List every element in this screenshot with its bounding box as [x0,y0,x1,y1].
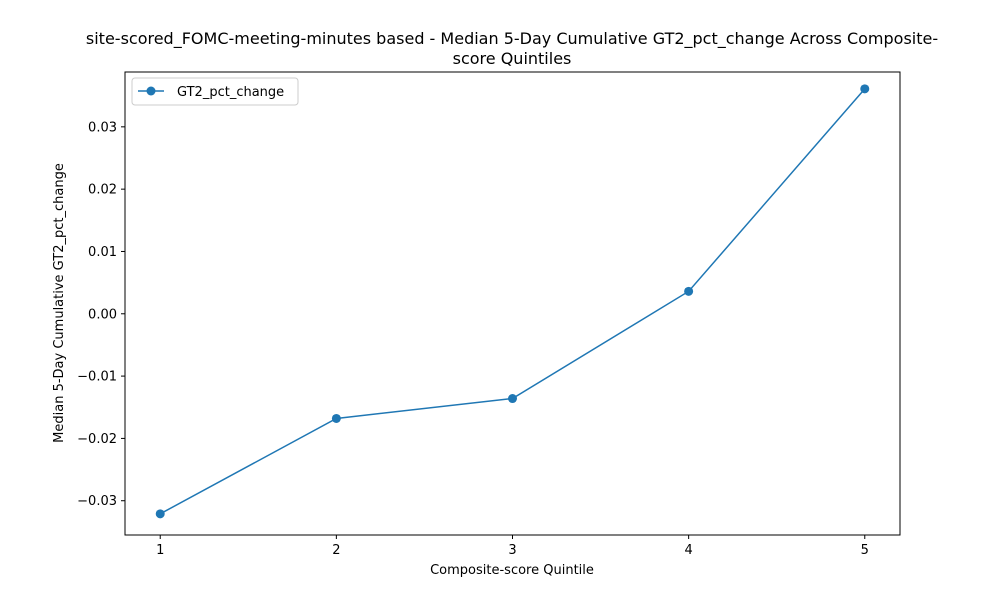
y-tick-label: 0.00 [88,307,117,322]
data-point-marker [331,413,341,423]
legend-box [131,77,299,106]
plot-area: 1 2 3 4 5 −0.03 −0.02 −0.01 0.00 0.01 0.02 0.03 [77,71,901,558]
x-tick-label: 1 [156,543,164,558]
data-point-marker [684,286,694,296]
y-tick-label: 0.02 [88,183,117,198]
y-axis-label: Median 5-Day Cumulative GT2_pct_change [52,163,67,443]
data-point-marker [860,84,870,94]
legend: GT2_pct_change [131,77,299,106]
legend-label: GT2_pct_change [177,85,284,100]
legend-marker-swatch [146,86,156,96]
y-tick-label: −0.03 [77,494,117,509]
x-tick-label: 2 [332,543,340,558]
x-tick-label: 3 [508,543,516,558]
x-tick-label: 4 [684,543,692,558]
data-point-marker [508,394,517,404]
y-tick-label: 0.01 [88,245,117,260]
x-tick-label: 5 [861,543,869,558]
chart-title-line-1: site-scored_FOMC-meeting-minutes based -… [86,29,938,49]
x-axis-label: Composite-score Quintile [430,563,594,578]
data-point-marker [155,509,165,519]
y-tick-label: −0.01 [77,370,117,385]
chart-title-line-2: score Quintiles [453,49,572,68]
y-tick-label: 0.03 [88,120,117,135]
y-tick-label: −0.02 [77,432,117,447]
